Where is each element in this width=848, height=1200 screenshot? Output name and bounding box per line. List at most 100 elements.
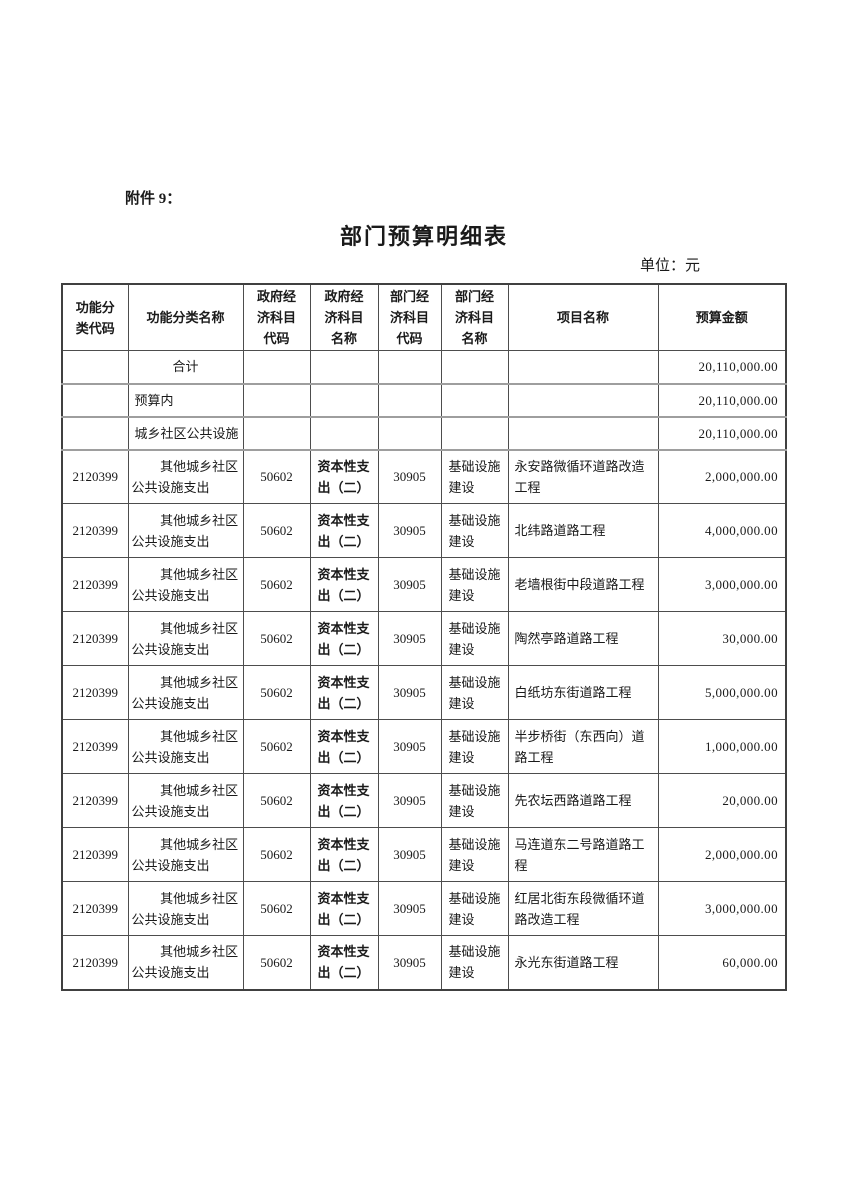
cell-gov-code: [242, 416, 311, 451]
header-dept-code: 部门经 济科目 代码: [377, 283, 442, 351]
cell-project: [507, 383, 659, 418]
cell-amount: 3,000,000.00: [657, 881, 787, 936]
cell-gov-code: 50602: [242, 611, 311, 666]
cell-gov-name: 资本性支 出（二）: [309, 827, 379, 882]
cell-project: 半步桥街（东西向）道 路工程: [507, 719, 659, 774]
cell-func-name: 其他城乡社区 公共设施支出: [127, 557, 244, 612]
header-gov-name: 政府经 济科目 名称: [309, 283, 379, 351]
cell-project: 白纸坊东街道路工程: [507, 665, 659, 720]
cell-dept-name: 基础设施 建设: [440, 665, 509, 720]
detail-row: 2120399 其他城乡社区 公共设施支出 50602 资本性支 出（二） 30905 基…: [61, 881, 787, 936]
cell-func-code: [61, 350, 129, 385]
cell-dept-code: 30905: [377, 827, 442, 882]
cell-func-code: 2120399: [61, 881, 129, 936]
cell-gov-code: 50602: [242, 557, 311, 612]
cell-gov-name: 资本性支 出（二）: [309, 449, 379, 504]
cell-func-code: 2120399: [61, 827, 129, 882]
cell-gov-code: 50602: [242, 449, 311, 504]
cell-amount: 1,000,000.00: [657, 719, 787, 774]
cell-gov-name: 资本性支 出（二）: [309, 665, 379, 720]
detail-row: 2120399 其他城乡社区 公共设施支出 50602 资本性支 出（二） 30905 基…: [61, 665, 787, 720]
cell-gov-code: 50602: [242, 719, 311, 774]
cell-func-name: 其他城乡社区 公共设施支出: [127, 827, 244, 882]
cell-dept-code: [377, 383, 442, 418]
cell-func-code: 2120399: [61, 611, 129, 666]
cell-dept-name: 基础设施 建设: [440, 611, 509, 666]
cell-project: 红居北街东段微循环道 路改造工程: [507, 881, 659, 936]
cell-dept-code: 30905: [377, 719, 442, 774]
cell-gov-name: 资本性支 出（二）: [309, 719, 379, 774]
budget-detail-table: 功能分 类代码 功能分类名称 政府经 济科目 代码 政府经 济科目 名称 部门经…: [61, 283, 787, 991]
cell-func-code: 2120399: [61, 557, 129, 612]
cell-gov-name: 资本性支 出（二）: [309, 557, 379, 612]
detail-row: 2120399 其他城乡社区 公共设施支出 50602 资本性支 出（二） 30905 基…: [61, 557, 787, 612]
summary-row-within-budget: 预算内 20,110,000.00: [61, 383, 787, 418]
cell-dept-name: [440, 383, 509, 418]
cell-dept-code: 30905: [377, 611, 442, 666]
cell-dept-code: [377, 416, 442, 451]
cell-func-name: 预算内: [127, 383, 244, 418]
attachment-label: 附件 9：: [125, 191, 182, 207]
cell-func-name: 其他城乡社区 公共设施支出: [127, 935, 244, 990]
summary-row-total: 合计 20,110,000.00: [61, 350, 787, 385]
cell-func-name: 其他城乡社区 公共设施支出: [127, 719, 244, 774]
cell-dept-name: 基础设施 建设: [440, 881, 509, 936]
cell-project: 先农坛西路道路工程: [507, 773, 659, 828]
header-project-name: 项目名称: [507, 283, 659, 351]
detail-row: 2120399 其他城乡社区 公共设施支出 50602 资本性支 出（二） 30905 基…: [61, 611, 787, 666]
header-dept-name: 部门经 济科目 名称: [440, 283, 509, 351]
cell-dept-name: 基础设施 建设: [440, 719, 509, 774]
cell-project: 永光东街道路工程: [507, 935, 659, 990]
cell-func-code: 2120399: [61, 665, 129, 720]
cell-dept-name: 基础设施 建设: [440, 503, 509, 558]
detail-row: 2120399 其他城乡社区 公共设施支出 50602 资本性支 出（二） 30905 基…: [61, 503, 787, 558]
cell-dept-code: 30905: [377, 503, 442, 558]
cell-func-name: 其他城乡社区 公共设施支出: [127, 449, 244, 504]
cell-gov-code: 50602: [242, 503, 311, 558]
cell-dept-code: 30905: [377, 881, 442, 936]
cell-dept-name: 基础设施 建设: [440, 827, 509, 882]
cell-dept-code: 30905: [377, 665, 442, 720]
cell-project: 北纬路道路工程: [507, 503, 659, 558]
cell-dept-code: 30905: [377, 449, 442, 504]
cell-amount: 30,000.00: [657, 611, 787, 666]
cell-func-name: 其他城乡社区 公共设施支出: [127, 503, 244, 558]
header-func-name: 功能分类名称: [127, 283, 244, 351]
cell-gov-code: [242, 383, 311, 418]
cell-func-code: 2120399: [61, 773, 129, 828]
cell-project: 马连道东二号路道路工 程: [507, 827, 659, 882]
cell-gov-code: 50602: [242, 665, 311, 720]
cell-project: 永安路微循环道路改造 工程: [507, 449, 659, 504]
cell-dept-code: 30905: [377, 557, 442, 612]
cell-func-name: 其他城乡社区 公共设施支出: [127, 773, 244, 828]
detail-row: 2120399 其他城乡社区 公共设施支出 50602 资本性支 出（二） 30905 基…: [61, 935, 787, 990]
cell-gov-name: [309, 350, 379, 385]
cell-amount: 3,000,000.00: [657, 557, 787, 612]
cell-dept-code: 30905: [377, 935, 442, 990]
detail-row: 2120399 其他城乡社区 公共设施支出 50602 资本性支 出（二） 30905 基…: [61, 719, 787, 774]
cell-func-name: 其他城乡社区 公共设施支出: [127, 665, 244, 720]
detail-row: 2120399 其他城乡社区 公共设施支出 50602 资本性支 出（二） 30905 基…: [61, 827, 787, 882]
cell-gov-name: 资本性支 出（二）: [309, 611, 379, 666]
cell-amount: 2,000,000.00: [657, 449, 787, 504]
cell-dept-name: [440, 350, 509, 385]
header-gov-code: 政府经 济科目 代码: [242, 283, 311, 351]
header-func-code: 功能分 类代码: [61, 283, 129, 351]
cell-gov-code: 50602: [242, 935, 311, 990]
cell-gov-name: [309, 383, 379, 418]
cell-func-name: 城乡社区公共设施: [127, 416, 244, 451]
cell-func-code: 2120399: [61, 935, 129, 990]
cell-amount: 2,000,000.00: [657, 827, 787, 882]
cell-func-code: 2120399: [61, 449, 129, 504]
cell-dept-name: 基础设施 建设: [440, 557, 509, 612]
cell-amount: 20,000.00: [657, 773, 787, 828]
cell-gov-code: 50602: [242, 773, 311, 828]
cell-amount: 5,000,000.00: [657, 665, 787, 720]
cell-amount: 20,110,000.00: [657, 416, 787, 451]
cell-func-code: 2120399: [61, 503, 129, 558]
detail-row: 2120399 其他城乡社区 公共设施支出 50602 资本性支 出（二） 30905 基…: [61, 449, 787, 504]
detail-row: 2120399 其他城乡社区 公共设施支出 50602 资本性支 出（二） 30905 基…: [61, 773, 787, 828]
header-row: 功能分 类代码 功能分类名称 政府经 济科目 代码 政府经 济科目 名称 部门经…: [61, 283, 787, 351]
cell-dept-code: 30905: [377, 773, 442, 828]
